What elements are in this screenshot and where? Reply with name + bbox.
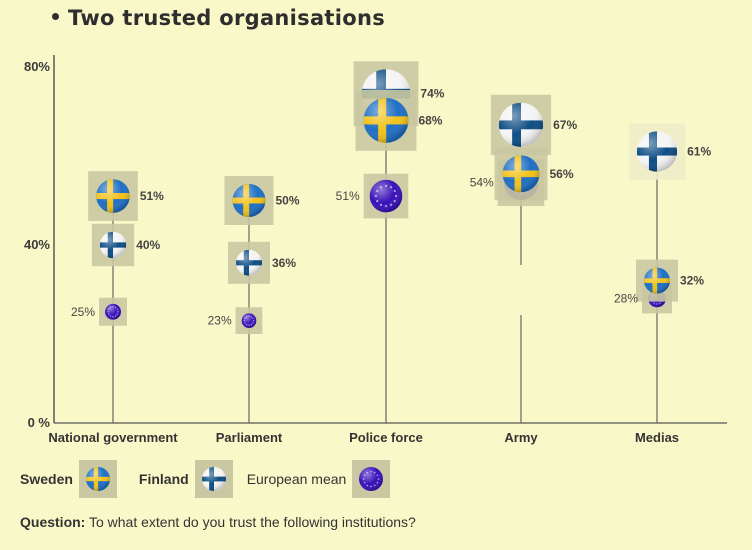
finland-flag-mark [91, 223, 135, 267]
question-text: To what extent do you trust the followin… [88, 514, 416, 530]
sweden-value-label: 68% [418, 113, 442, 127]
question-note: Question: To what extent do you trust th… [20, 514, 416, 530]
finland-value-label: 67% [553, 118, 577, 132]
legend-item-finland: Finland [139, 460, 233, 498]
eu-value-label: 28% [614, 291, 638, 305]
finland-flag-mark [490, 94, 552, 155]
eu-value-label: 23% [208, 314, 232, 328]
chart-title: Two trusted organisations [52, 6, 385, 30]
sweden-value-label: 32% [680, 274, 704, 288]
legend-label-eu: European mean [246, 471, 347, 487]
finland-value-label: 40% [136, 238, 160, 252]
x-tick-label: Police force [349, 430, 423, 445]
legend-item-sweden: Sweden [20, 460, 117, 498]
finland-flag-mark [228, 241, 270, 284]
y-tick-label: 40% [24, 237, 50, 252]
bullet-icon [52, 12, 59, 20]
eu-flag-mark [363, 173, 409, 219]
sweden-flag-mark [224, 176, 274, 225]
legend: Sweden Finland European mean [20, 460, 404, 498]
sweden-value-label: 56% [549, 167, 573, 181]
sweden-flag-mark [494, 147, 548, 201]
chart-plot: 0 % 40% 80% National government Parliament Po… [24, 55, 727, 445]
chart-title-text: Two trusted organisations [68, 6, 386, 30]
x-tick-label: National government [48, 430, 178, 445]
y-tick-label: 80% [24, 59, 50, 74]
finland-flag-icon [194, 460, 233, 498]
legend-label-sweden: Sweden [20, 471, 73, 487]
sweden-flag-mark [636, 259, 678, 302]
eu-value-label: 51% [336, 189, 360, 203]
eu-value-label: 54% [470, 176, 494, 190]
finland-value-label: 74% [420, 87, 444, 101]
x-tick-label: Parliament [216, 430, 283, 445]
sweden-value-label: 51% [140, 189, 164, 203]
x-tick-label: Medias [635, 430, 679, 445]
eu-value-label: 25% [71, 305, 95, 319]
x-tick-label: Army [504, 430, 538, 445]
y-tick-label: 0 % [28, 415, 51, 430]
sweden-flag-icon [78, 460, 117, 498]
sweden-value-label: 50% [276, 194, 300, 208]
sweden-flag-mark [88, 171, 138, 221]
sweden-flag-mark [355, 89, 417, 151]
legend-item-eu: European mean [247, 460, 391, 498]
legend-label-finland: Finland [138, 471, 189, 487]
eu-flag-mark [235, 307, 263, 335]
eu-flag-icon [352, 460, 391, 498]
eu-flag-mark [99, 297, 127, 326]
finland-flag-mark [628, 123, 686, 180]
finland-value-label: 61% [687, 145, 711, 159]
question-label: Question: [20, 514, 86, 530]
finland-value-label: 36% [272, 256, 296, 270]
